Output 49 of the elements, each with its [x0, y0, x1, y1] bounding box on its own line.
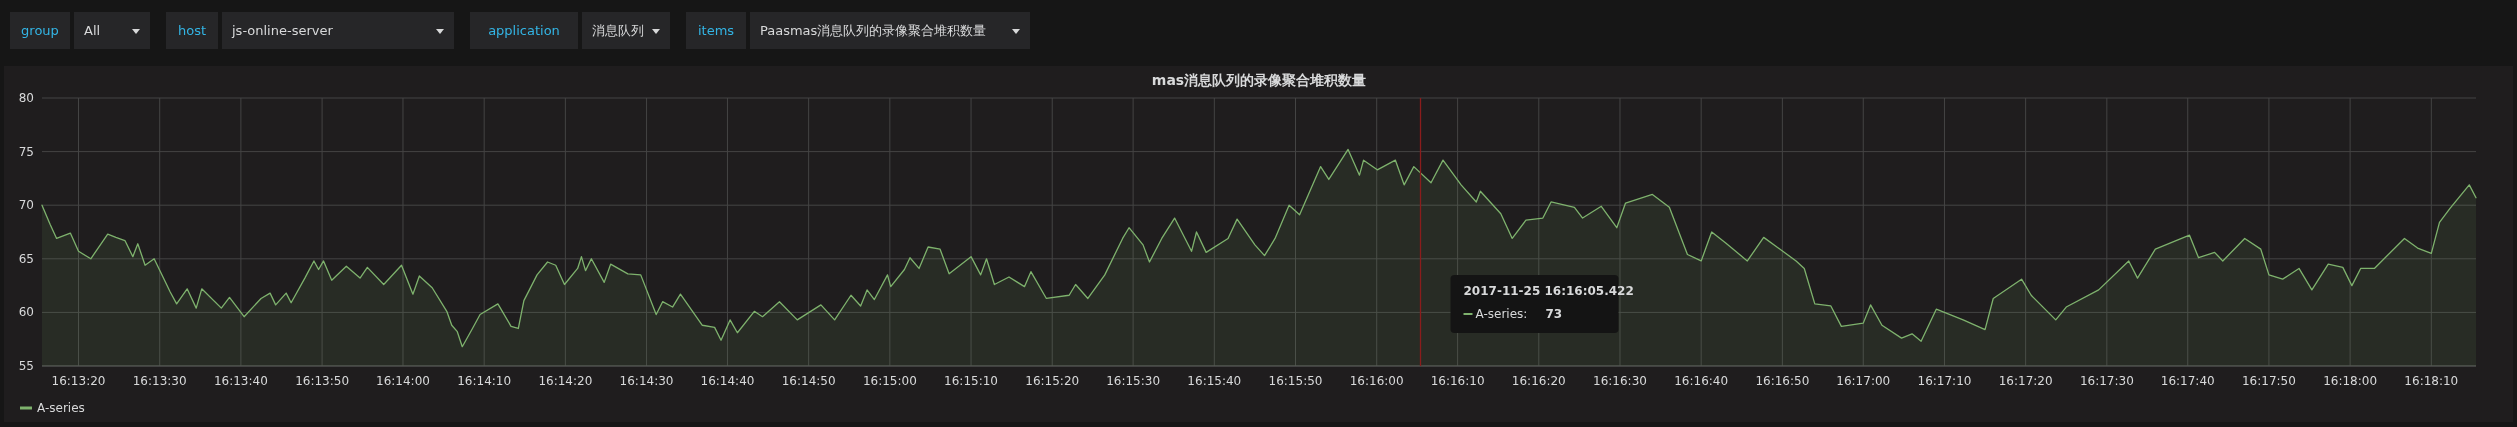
x-tick-label: 16:18:00 — [2323, 374, 2378, 388]
annotation: A-series: — [1475, 307, 1528, 321]
x-tick-label: 16:15:00 — [862, 374, 917, 388]
x-tick-label: 16:14:10 — [457, 374, 512, 388]
y-tick-label: 60 — [18, 305, 34, 320]
chart-title: mas消息队列的录像聚合堆积数量 — [1151, 72, 1367, 88]
x-tick-label: 16:17:00 — [1836, 374, 1891, 388]
y-tick-label: 65 — [18, 251, 34, 266]
x-tick-label: 16:17:40 — [2160, 374, 2215, 388]
x-tick-label: 16:14:20 — [538, 374, 593, 388]
x-tick-label: 16:16:30 — [1593, 374, 1647, 388]
text: 消息队列 — [592, 23, 644, 38]
text: group — [21, 23, 59, 38]
x-tick-label: 16:14:40 — [700, 374, 755, 388]
x-tick-label: 16:16:10 — [1430, 374, 1485, 388]
x-tick-label: 16:13:30 — [132, 374, 187, 388]
text: All — [84, 23, 101, 38]
x-tick-label: 16:16:20 — [1511, 374, 1566, 388]
text: application — [488, 23, 560, 38]
x-tick-label: 16:16:50 — [1755, 374, 1810, 388]
y-tick-label: 80 — [18, 91, 34, 105]
y-tick-label: 70 — [18, 198, 34, 213]
x-tick-label: 16:14:30 — [619, 374, 674, 388]
x-tick-label: 16:13:20 — [51, 374, 106, 388]
x-tick-label: 16:15:50 — [1268, 374, 1323, 388]
x-tick-label: 16:17:10 — [1917, 374, 1972, 388]
x-tick-label: 16:18:10 — [2404, 374, 2459, 388]
x-tick-label: 16:13:50 — [295, 374, 350, 388]
text: host — [177, 23, 207, 38]
text: Paasmas消息队列的录像聚合堆积数量 — [760, 23, 987, 38]
x-tick-label: 16:15:40 — [1187, 374, 1242, 388]
legend-label: A-series — [37, 401, 85, 415]
x-tick-label: 16:15:10 — [944, 374, 998, 388]
x-tick-label: 16:16:00 — [1349, 374, 1404, 388]
x-tick-label: 16:16:40 — [1674, 374, 1729, 388]
annotation: 73 — [1545, 307, 1563, 321]
x-tick-label: 16:15:20 — [1025, 374, 1080, 388]
text: items — [697, 23, 735, 38]
x-tick-label: 16:15:30 — [1106, 374, 1161, 388]
annotation: 2017-11-25 16:16:05.422 — [1463, 284, 1634, 298]
y-tick-label: 55 — [18, 359, 34, 373]
x-tick-label: 16:14:00 — [376, 374, 430, 388]
y-tick-label: 75 — [18, 144, 34, 159]
x-tick-label: 16:17:20 — [1998, 374, 2053, 388]
x-tick-label: 16:13:40 — [213, 374, 268, 388]
text: js-online-server — [231, 23, 334, 38]
x-tick-label: 16:14:50 — [781, 374, 836, 388]
x-tick-label: 16:17:50 — [2241, 374, 2296, 388]
x-tick-label: 16:17:30 — [2079, 374, 2134, 388]
